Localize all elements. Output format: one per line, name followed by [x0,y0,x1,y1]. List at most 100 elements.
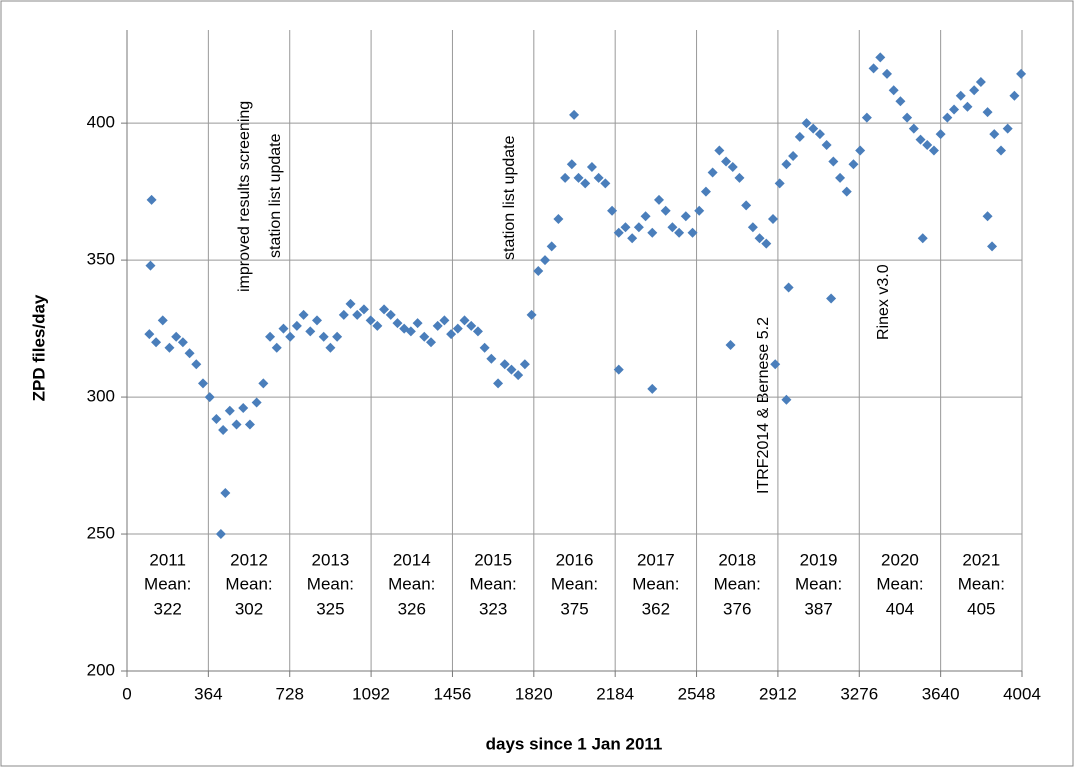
point [197,378,208,389]
point [586,161,597,172]
point [714,145,725,156]
point [902,112,913,123]
point [439,315,450,326]
point [687,227,698,238]
point [808,123,819,134]
year-label: 2019 [800,550,838,569]
point [783,282,794,293]
point [1016,68,1027,79]
point [653,194,664,205]
year-label: 2016 [556,550,594,569]
point [955,90,966,101]
point [218,424,229,435]
point [660,205,671,216]
annotation: station list update [501,135,518,260]
point [553,214,564,225]
x-tick-label: 2184 [596,684,634,703]
point [191,359,202,370]
point [392,318,403,329]
point [888,85,899,96]
point [721,156,732,167]
point [868,63,879,74]
annotation: station list update [267,133,284,258]
point [680,211,691,222]
point [627,233,638,244]
point [841,186,852,197]
mean-value: 376 [723,599,751,618]
point [949,104,960,115]
point [278,323,289,334]
point [244,419,255,430]
point [928,145,939,156]
x-tick-label: 3640 [922,684,960,703]
point [734,172,745,183]
point [1009,90,1020,101]
point [405,326,416,337]
point [569,109,580,120]
mean-label: Mean: [144,574,191,593]
point [171,331,182,342]
y-axis-label: ZPD files/day [29,294,48,401]
mean-label: Mean: [632,574,679,593]
point [600,178,611,189]
point [305,326,316,337]
mean-label: Mean: [551,574,598,593]
point [177,337,188,348]
x-tick-label: 0 [122,684,131,703]
point [761,238,772,249]
point [647,227,658,238]
point [674,227,685,238]
point [741,200,752,211]
point [452,323,463,334]
year-label: 2018 [718,550,756,569]
point [917,233,928,244]
point [828,156,839,167]
point [848,159,859,170]
point [774,178,785,189]
point [875,52,886,63]
point [694,205,705,216]
point [238,403,249,414]
point [338,309,349,320]
point [298,309,309,320]
mean-label: Mean: [470,574,517,593]
point [747,222,758,233]
x-axis-label: days since 1 Jan 2011 [486,734,663,753]
point [358,304,369,315]
point [613,364,624,375]
mean-label: Mean: [958,574,1005,593]
point [725,340,736,351]
point [479,342,490,353]
point [881,68,892,79]
point [821,140,832,151]
mean-value: 326 [398,599,426,618]
point [318,331,329,342]
point [459,315,470,326]
point [995,145,1006,156]
point [667,222,678,233]
point [151,337,162,348]
point [560,172,571,183]
point [770,359,781,370]
mean-label: Mean: [307,574,354,593]
mean-label: Mean: [714,574,761,593]
point [432,320,443,331]
point [144,329,155,340]
point [251,397,262,408]
point [794,131,805,142]
point [620,222,631,233]
point [546,241,557,252]
y-tick-label: 400 [87,113,115,132]
point [942,112,953,123]
point [379,304,390,315]
point [700,186,711,197]
point [754,233,765,244]
mean-label: Mean: [388,574,435,593]
point [781,394,792,405]
point [486,353,497,364]
point [513,370,524,381]
point [365,315,376,326]
point [826,293,837,304]
point [640,211,651,222]
point [311,315,322,326]
